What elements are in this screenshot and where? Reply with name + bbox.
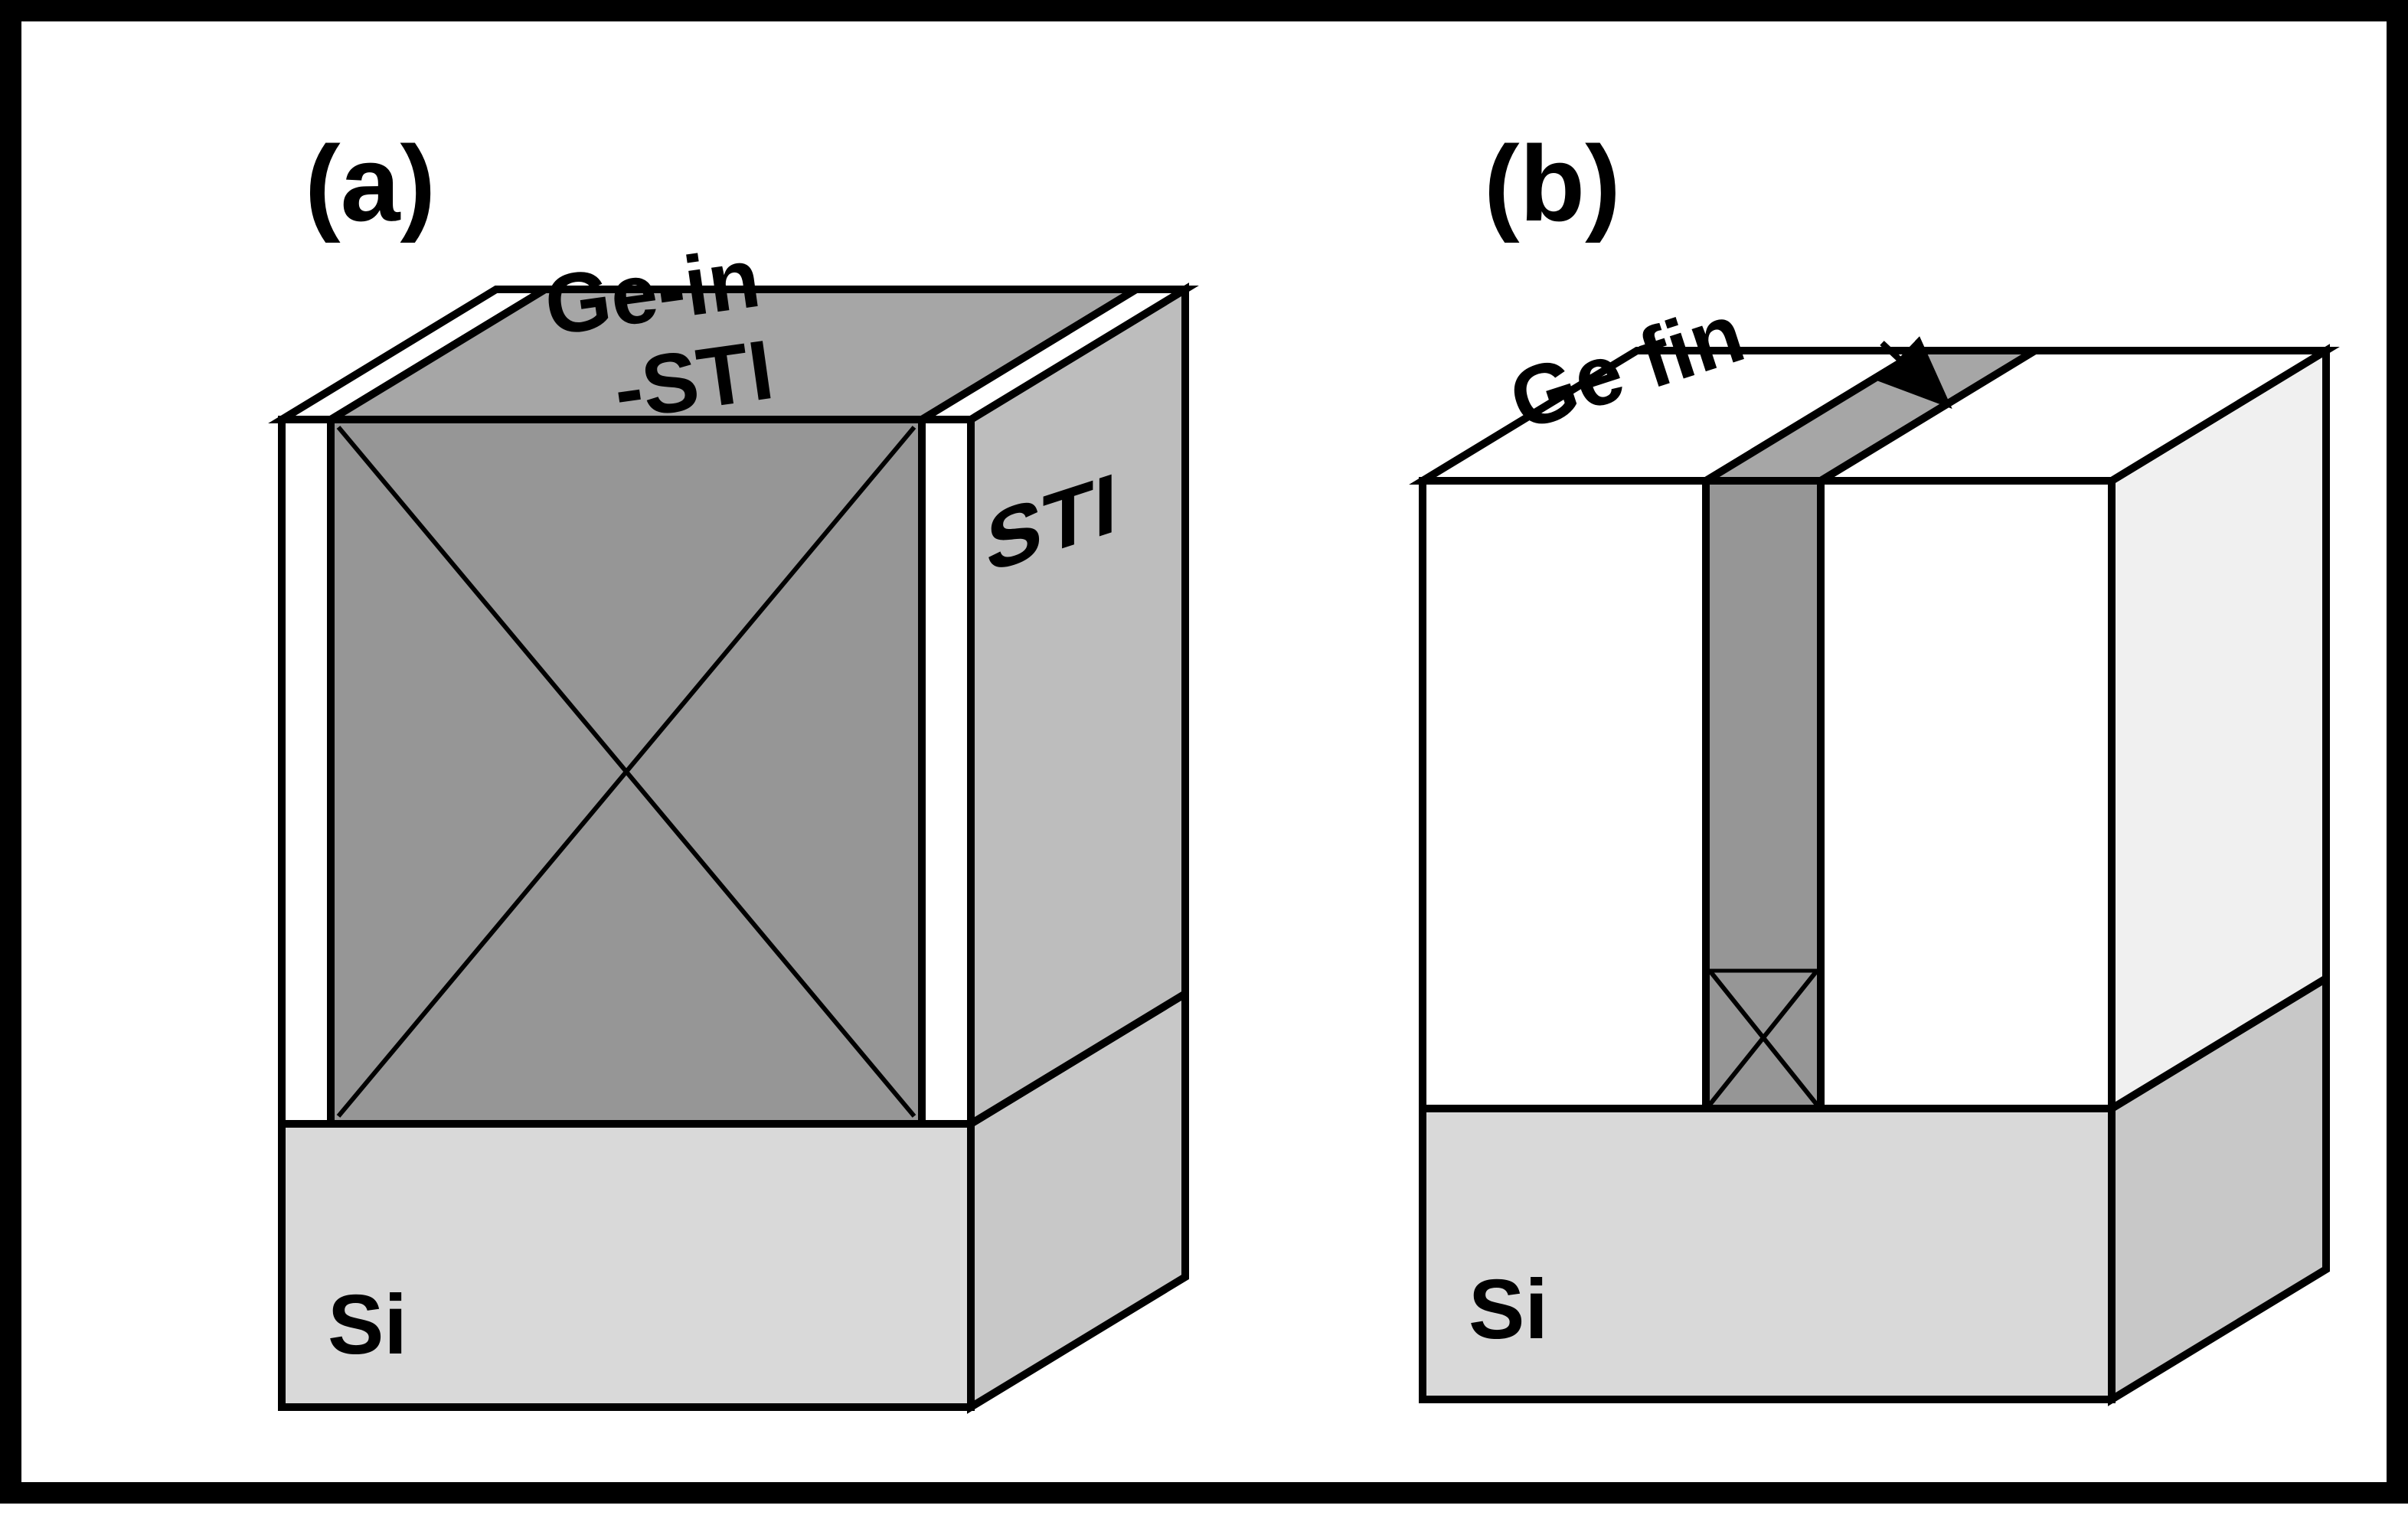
panel-a: STI Si Ge-in -STI [282, 230, 1185, 1407]
figure-frame: STI Si Ge-in -STI (a) Si Ge fin (b) [0, 0, 2408, 1504]
figure-svg: STI Si Ge-in -STI (a) Si Ge fin (b) [21, 21, 2408, 1525]
panel-a-si-label: Si [328, 1278, 407, 1372]
panel-a-sti-right-front [922, 420, 971, 1124]
panel-b: Si Ge fin [1423, 286, 2326, 1399]
panel-a-sti-right-side [971, 289, 1185, 1124]
panel-a-label: (a) [305, 123, 436, 243]
panel-b-ge-front [1706, 481, 1821, 1109]
panel-b-white-right-front [1821, 481, 2112, 1109]
panel-b-si-label: Si [1469, 1262, 1548, 1357]
panel-b-label: (b) [1484, 123, 1621, 243]
panel-a-sti-left-front [282, 420, 331, 1124]
panel-b-white-left-front [1423, 481, 1706, 1109]
